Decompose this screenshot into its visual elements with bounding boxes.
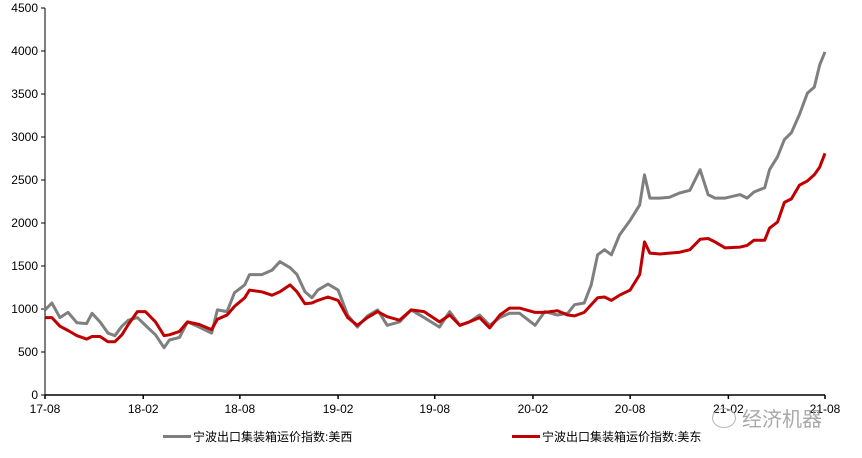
legend-item-west: 宁波出口集装箱运价指数:美西 xyxy=(163,428,352,445)
wechat-icon xyxy=(712,407,736,428)
series-line-west xyxy=(43,51,827,350)
y-tick-label: 3000 xyxy=(11,130,38,144)
x-tick-label: 21-08 xyxy=(810,402,841,416)
y-tick-label: 1000 xyxy=(11,302,38,316)
y-tick-label: 2000 xyxy=(11,216,38,230)
x-tick-label: 18-02 xyxy=(128,402,159,416)
watermark: 经济机器 xyxy=(712,403,822,432)
legend-item-east: 宁波出口集装箱运价指数:美东 xyxy=(512,428,701,445)
legend-label-west: 宁波出口集装箱运价指数:美西 xyxy=(193,430,353,444)
y-tick-label: 4500 xyxy=(11,1,38,15)
x-tick-label: 19-08 xyxy=(419,402,450,416)
x-tick-label: 18-08 xyxy=(225,402,256,416)
x-tick-label: 17-08 xyxy=(30,402,61,416)
y-tick-label: 3500 xyxy=(11,87,38,101)
x-tick-label: 20-08 xyxy=(615,402,646,416)
y-tick-label: 0 xyxy=(31,388,38,402)
y-tick-label: 4000 xyxy=(11,44,38,58)
legend-swatch-west xyxy=(163,435,191,438)
x-tick-label: 19-02 xyxy=(323,402,354,416)
y-tick-label: 500 xyxy=(18,345,38,359)
watermark-text: 经济机器 xyxy=(742,409,822,431)
y-tick-label: 2500 xyxy=(11,173,38,187)
legend-swatch-east xyxy=(512,435,540,438)
legend-label-east: 宁波出口集装箱运价指数:美东 xyxy=(542,430,702,444)
x-tick-label: 20-02 xyxy=(518,402,549,416)
y-tick-label: 1500 xyxy=(11,259,38,273)
series-line-east xyxy=(45,152,827,344)
